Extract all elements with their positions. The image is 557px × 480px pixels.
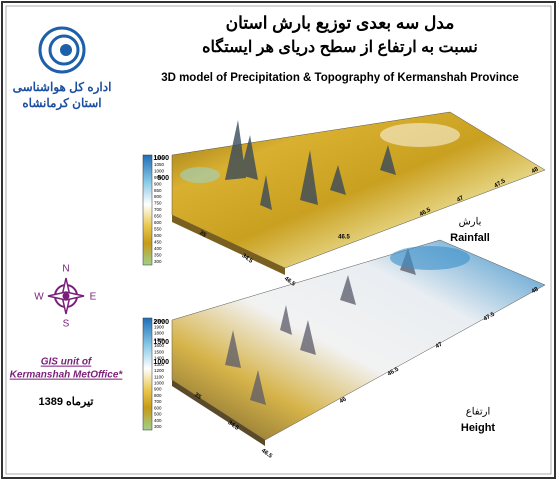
legend-label: 650 <box>154 214 162 219</box>
compass <box>47 277 85 315</box>
org-name-1: اداره کل هواشناسی <box>13 80 112 95</box>
legend-label: 1500 <box>154 349 165 354</box>
legend-label: 700 <box>154 399 162 404</box>
legend-label: 550 <box>154 227 162 232</box>
legend-label: 450 <box>154 240 162 245</box>
lon-tick-label: 47.5 <box>483 311 497 322</box>
compass-e: E <box>90 292 97 303</box>
legend-label: 1600 <box>154 343 165 348</box>
z-tick-label: 1000 <box>153 359 169 366</box>
legend-label: 2000 <box>154 318 165 323</box>
rainfall-label-en: Rainfall <box>450 232 490 244</box>
legend-label: 1800 <box>154 331 165 336</box>
legend-label: 500 <box>154 412 162 417</box>
lon-tick-label: 48 <box>531 286 540 295</box>
lat-tick-label: 35 <box>198 230 207 239</box>
logo <box>38 26 86 74</box>
legend-label: 1050 <box>154 162 165 167</box>
legend-label: 300 <box>154 424 162 429</box>
legend-label: 850 <box>154 188 162 193</box>
inner-frame <box>5 5 552 475</box>
legend-label: 1400 <box>154 356 165 361</box>
z-tick-label: 500 <box>157 175 169 182</box>
lon-tick-label: 47 <box>435 341 444 350</box>
title-en: 3D model of Precipitation & Topography o… <box>161 72 519 84</box>
height-colorbar <box>142 317 153 431</box>
lon-tick-label: 46 <box>339 396 348 405</box>
legend-label: 1300 <box>154 362 165 367</box>
legend-label: 1000 <box>154 381 165 386</box>
height-label-en: Height <box>461 422 496 434</box>
legend-label: 750 <box>154 201 162 206</box>
lat-tick-label: 34.5 <box>240 253 254 265</box>
org-name-2: استان کرمانشاه <box>22 96 101 111</box>
lon-tick-label: 46.5 <box>387 366 401 377</box>
legend-label: 800 <box>154 393 162 398</box>
legend-label: 300 <box>154 259 162 264</box>
legend-label: 800 <box>154 194 162 199</box>
legend-label: 1100 <box>154 155 164 160</box>
title-fa-2: نسبت به ارتفاع از سطح دریای هر ایستگاه <box>202 37 478 57</box>
legend-label: 900 <box>154 387 162 392</box>
legend-label: 600 <box>154 220 162 225</box>
height-surface <box>171 239 546 446</box>
lat-tick-label: 34.5 <box>226 420 240 432</box>
legend-label: 500 <box>154 233 162 238</box>
z-tick-label: 2000 <box>153 319 169 326</box>
legend-label: 900 <box>154 181 162 186</box>
z-tick-label: 1500 <box>153 339 169 346</box>
legend-label: 1000 <box>154 168 165 173</box>
title-fa-1: مدل سه بعدی توزیع بارش استان <box>226 13 455 33</box>
compass-w: W <box>34 292 44 303</box>
legend-label: 950 <box>154 175 162 180</box>
height-label-fa: ارتفاع <box>466 407 490 418</box>
legend-label: 350 <box>154 252 162 257</box>
lon-tick-label: 47 <box>456 195 465 204</box>
lat-tick-label: 46.5 <box>260 448 274 460</box>
rainfall-colorbar <box>142 154 153 266</box>
legend-label: 400 <box>154 246 162 251</box>
legend-label: 1100 <box>154 374 164 379</box>
date: تیرماه 1389 <box>39 396 94 408</box>
credit-2: Kermanshah MetOffice* <box>10 370 124 381</box>
z-tick-label: 1000 <box>153 155 169 162</box>
compass-s: S <box>63 319 70 330</box>
legend-label: 700 <box>154 207 162 212</box>
back-tick: 46.5 <box>338 235 350 241</box>
legend-label: 1200 <box>154 368 165 373</box>
rainfall-label-fa: بارش <box>459 217 482 228</box>
legend-label: 1700 <box>154 337 165 342</box>
legend-label: 1900 <box>154 325 165 330</box>
rainfall-surface <box>171 111 546 275</box>
lat-tick-label: 46.5 <box>283 276 297 288</box>
compass-n: N <box>62 264 69 275</box>
lon-tick-label: 48 <box>531 166 540 175</box>
lat-tick-label: 35 <box>193 392 202 401</box>
legend-label: 400 <box>154 418 162 423</box>
credit-1: GIS unit of <box>41 357 93 368</box>
legend-label: 600 <box>154 405 162 410</box>
lon-tick-label: 47.5 <box>493 178 507 189</box>
lon-tick-label: 46.5 <box>419 207 433 218</box>
